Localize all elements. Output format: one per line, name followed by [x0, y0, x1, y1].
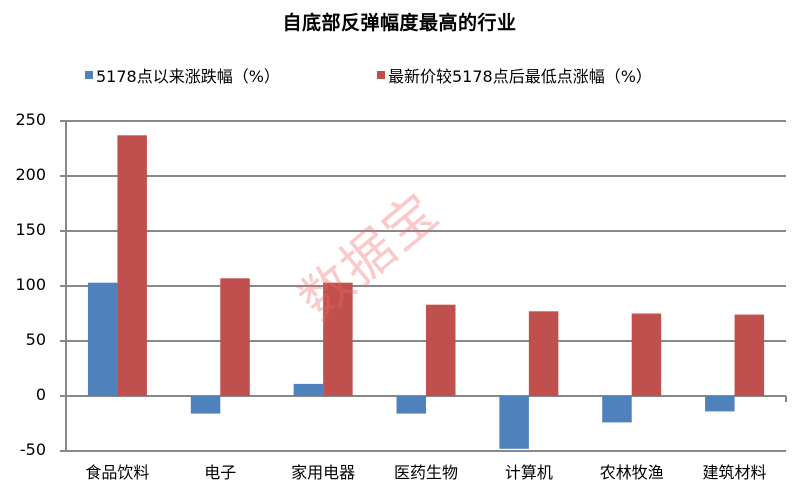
y-tick-label: 0	[35, 385, 46, 404]
bar-series-2	[323, 282, 353, 396]
y-tick-label: 250	[15, 110, 46, 129]
bar-series-2	[734, 314, 765, 396]
chart-title: 自底部反弹幅度最高的行业	[282, 12, 517, 34]
bar-series-1	[293, 383, 324, 396]
x-tick-label: 建筑材料	[702, 463, 767, 482]
bar-series-2	[220, 278, 250, 396]
bar-series-1	[602, 396, 632, 423]
y-tick-label: -50	[19, 440, 46, 459]
y-tick-label: 100	[15, 275, 46, 294]
legend-swatch-red-icon	[377, 71, 385, 79]
x-tick-label: 农林牧渔	[599, 463, 664, 482]
x-tick-label: 家用电器	[291, 463, 356, 482]
legend: 5178点以来涨跌幅（%） 最新价较5178点后最低点涨幅（%）	[0, 63, 799, 87]
legend-label: 5178点以来涨跌幅（%）	[96, 67, 280, 86]
x-tick-label: 食品饮料	[85, 463, 150, 482]
legend-item-series-2: 最新价较5178点后最低点涨幅（%）	[377, 63, 652, 87]
bar-series-1	[190, 396, 221, 414]
y-tick-label: 50	[25, 330, 46, 349]
bar-series-1	[87, 282, 118, 396]
bar-series-2	[117, 135, 147, 397]
bar-series-2	[528, 311, 559, 396]
bar-series-1	[499, 396, 529, 449]
x-tick-label: 医药生物	[393, 463, 458, 482]
y-tick-label: 200	[15, 165, 46, 184]
y-tick-label: 150	[15, 220, 46, 239]
x-tick-label: 计算机	[504, 463, 553, 482]
legend-label: 最新价较5178点后最低点涨幅（%）	[388, 67, 652, 86]
legend-swatch-blue-icon	[85, 71, 93, 79]
legend-item-series-1: 5178点以来涨跌幅（%）	[85, 63, 280, 87]
bar-series-1	[396, 396, 426, 414]
bar-series-2	[426, 304, 456, 396]
bar-series-2	[631, 313, 662, 396]
x-tick-label: 电子	[204, 463, 237, 482]
bar-series-1	[705, 396, 735, 412]
